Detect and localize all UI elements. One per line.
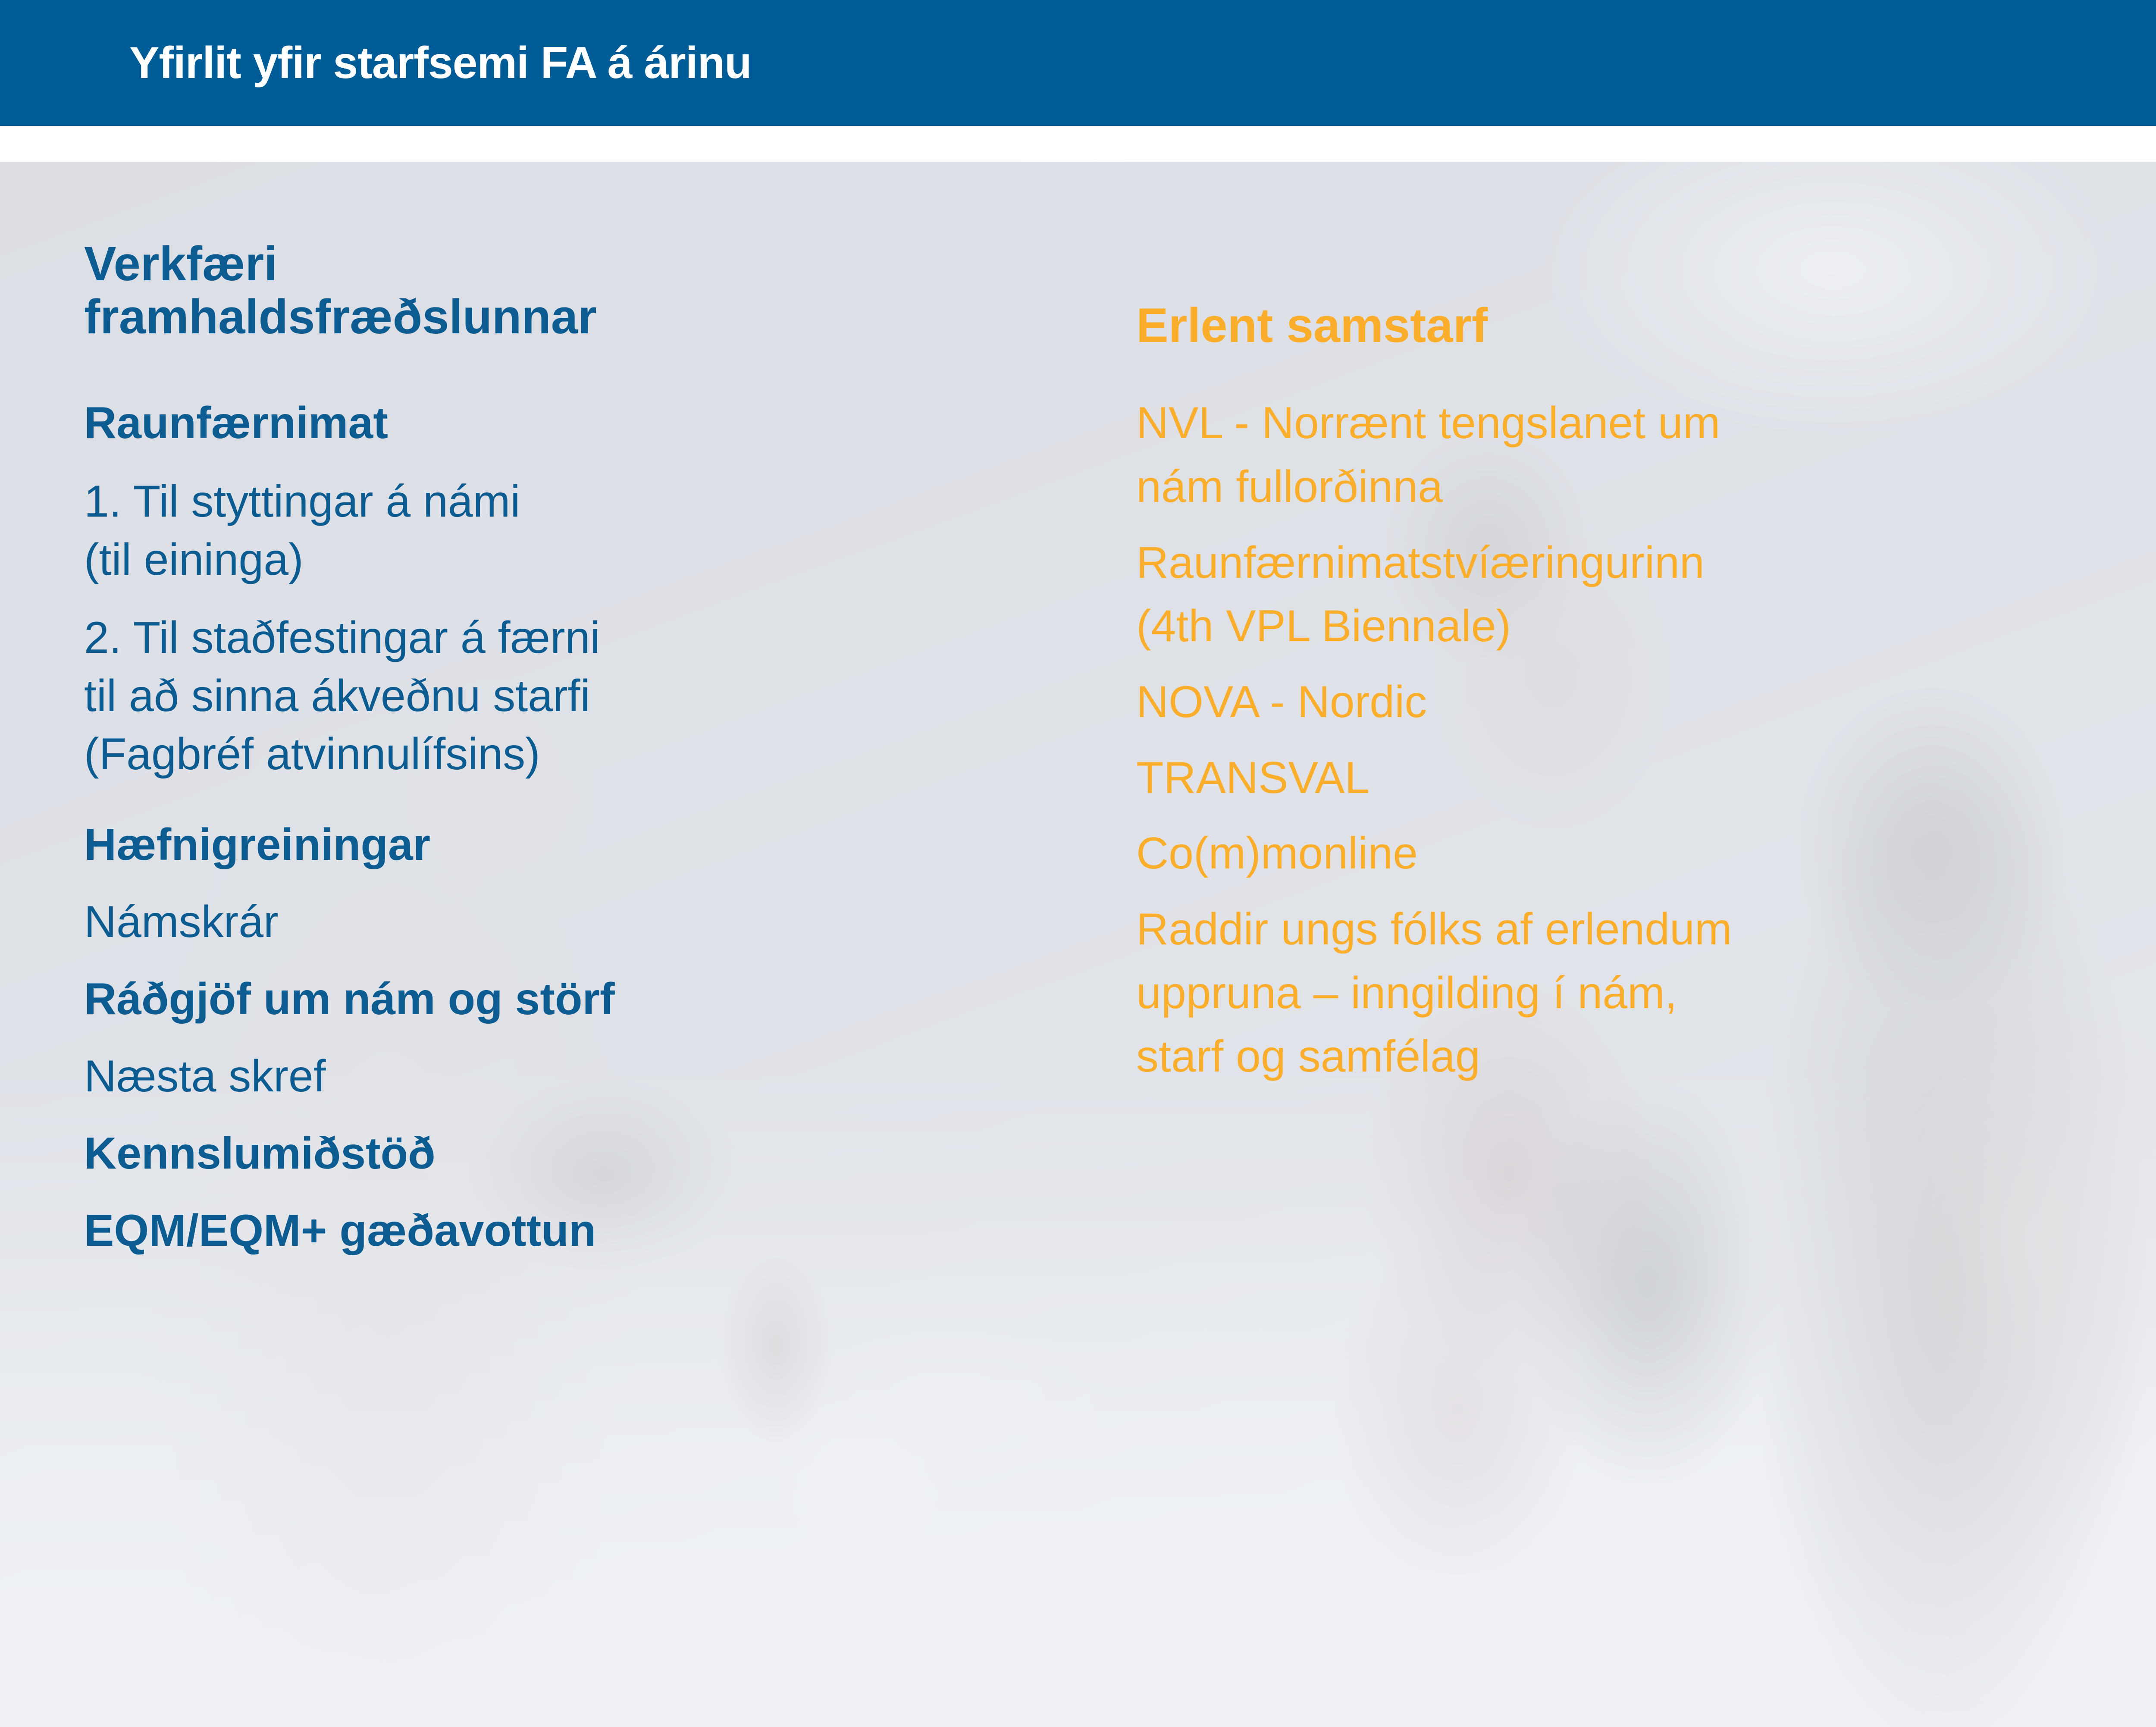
header-separator (0, 126, 2156, 162)
slide-content-area: Verkfæri framhaldsfræðslunnar Raunfærnim… (0, 162, 2156, 1727)
column-verkfaeri: Verkfæri framhaldsfræðslunnar Raunfærnim… (84, 162, 1011, 1260)
list-item: 2. Til staðfestingar á færni til að sinn… (84, 612, 600, 780)
list-item: Kennslumiðstöð (84, 1128, 436, 1179)
list-item: Næsta skref (84, 1051, 326, 1102)
list-item: EQM/EQM+ gæðavottun (84, 1206, 596, 1256)
list-item: Ráðgjöf um nám og störf (84, 974, 615, 1024)
list-item: NOVA - Nordic (1136, 677, 1427, 727)
column-heading-verkfaeri: Verkfæri framhaldsfræðslunnar (84, 237, 597, 344)
content-columns: Verkfæri framhaldsfræðslunnar Raunfærnim… (0, 162, 2156, 1727)
list-item: Raunfærnimatstvíæringurinn (4th VPL Bien… (1136, 537, 1705, 652)
list-item: Hæfnigreiningar (84, 819, 431, 870)
column-erlent-samstarf: Erlent samstarf NVL - Norrænt tengslanet… (1136, 162, 2119, 1089)
list-item: Raddir ungs fólks af erlendum uppruna – … (1136, 904, 1732, 1082)
page-title: Yfirlit yfir starfsemi FA á árinu (129, 38, 752, 88)
list-item: Raunfærnimat (84, 398, 388, 448)
column-heading-erlent-samstarf: Erlent samstarf (1136, 298, 1488, 352)
list-item: NVL - Norrænt tengslanet um nám fullorði… (1136, 398, 1720, 512)
list-item: 1. Til styttingar á námi (til eininga) (84, 476, 520, 585)
list-item: Námskrár (84, 896, 279, 947)
list-item: Co(m)monline (1136, 828, 1418, 879)
list-item: TRANSVAL (1136, 752, 1370, 803)
slide-header-bar: Yfirlit yfir starfsemi FA á árinu (0, 0, 2156, 126)
background-photo-overlay (0, 162, 2156, 1727)
